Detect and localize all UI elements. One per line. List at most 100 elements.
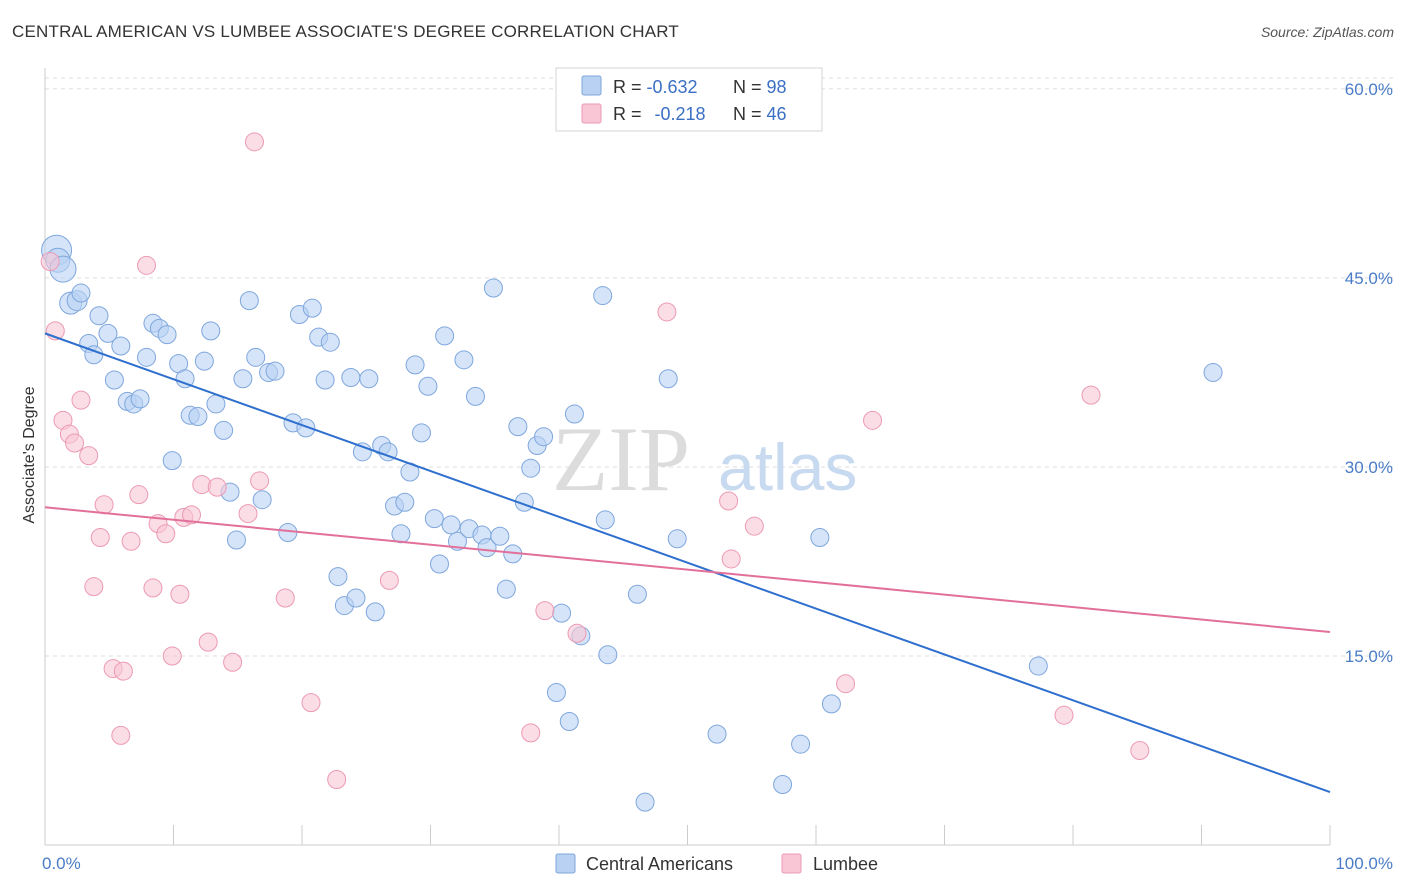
central-american-point (246, 347, 266, 367)
central-american-point (157, 325, 177, 345)
trend-line-lumbee (44, 506, 1331, 634)
lumbee-point (1130, 740, 1150, 760)
central-american-point (278, 522, 298, 542)
central-american-point (552, 603, 572, 623)
series-legend: Central Americans Lumbee (555, 853, 878, 874)
lumbee-point (327, 769, 347, 789)
legend-row-1: R = -0.632 N = 98 (613, 77, 787, 97)
central-american-point (521, 458, 541, 478)
legend-swatch-blue (581, 75, 602, 96)
axes (44, 68, 1331, 846)
central-american-point (598, 645, 618, 665)
central-american-point (412, 423, 432, 443)
central-american-point (188, 407, 208, 427)
x-tick-label: 0.0% (42, 854, 81, 873)
central-american-point (341, 367, 361, 387)
central-american-point (424, 509, 444, 529)
central-american-point (194, 351, 214, 371)
lumbee-point (721, 549, 741, 569)
central-american-point (359, 369, 379, 389)
lumbee-point (379, 570, 399, 590)
central-american-point (233, 369, 253, 389)
legend-swatch-central-americans (555, 853, 576, 874)
central-american-point (435, 326, 455, 346)
y-tick-label: 15.0% (1345, 647, 1393, 666)
lumbee-point (137, 255, 157, 275)
central-american-point (465, 386, 485, 406)
central-american-point (508, 417, 528, 437)
central-american-point (395, 492, 415, 512)
lumbee-point (1054, 705, 1074, 725)
lumbee-point (275, 588, 295, 608)
central-american-point (104, 370, 124, 390)
series-lumbee (40, 132, 1150, 789)
lumbee-point (250, 471, 270, 491)
central-american-point (1203, 362, 1223, 382)
lumbee-point (744, 516, 764, 536)
legend-swatch-pink (581, 103, 602, 124)
central-american-point (810, 528, 830, 548)
legend-swatch-lumbee (781, 853, 802, 874)
central-american-point (791, 734, 811, 754)
central-american-point (429, 554, 449, 574)
lumbee-point (863, 410, 883, 430)
central-american-point (71, 283, 91, 303)
lumbee-point (719, 491, 739, 511)
central-american-point (821, 694, 841, 714)
central-american-point (130, 389, 150, 409)
central-american-point (137, 347, 157, 367)
series-central-americans (41, 234, 1223, 812)
lumbee-point (521, 723, 541, 743)
y-axis-title: Associate's Degree (21, 386, 38, 523)
central-american-point (175, 369, 195, 389)
lumbee-point (129, 485, 149, 505)
central-american-point (201, 321, 221, 341)
lumbee-point (90, 528, 110, 548)
central-american-point (564, 404, 584, 424)
lumbee-point (238, 504, 258, 524)
chart-title: CENTRAL AMERICAN VS LUMBEE ASSOCIATE'S D… (12, 22, 680, 41)
central-american-point (111, 336, 131, 356)
y-tick-label: 30.0% (1345, 458, 1393, 477)
central-american-point (365, 602, 385, 622)
legend-r-label: R = (613, 104, 647, 124)
lumbee-point (836, 674, 856, 694)
lumbee-point (535, 601, 555, 621)
lumbee-point (657, 302, 677, 322)
central-american-point (302, 298, 322, 318)
legend-r-label: R = (613, 77, 647, 97)
y-tick-label: 45.0% (1345, 269, 1393, 288)
lumbee-point (156, 524, 176, 544)
legend-n-label: N = (733, 104, 767, 124)
central-american-point (239, 291, 259, 311)
central-american-point (98, 323, 118, 343)
x-tick-label: 100.0% (1335, 854, 1393, 873)
legend-n-value: 46 (767, 104, 787, 124)
y-tick-labels: 15.0% 30.0% 45.0% 60.0% (1345, 80, 1393, 666)
lumbee-point (94, 495, 114, 515)
y-tick-label: 60.0% (1345, 80, 1393, 99)
central-american-point (214, 420, 234, 440)
lumbee-point (121, 531, 141, 551)
central-american-point (477, 538, 497, 558)
central-american-point (320, 332, 340, 352)
central-american-point (1028, 656, 1048, 676)
central-american-point (162, 451, 182, 471)
lumbee-point (181, 505, 201, 525)
legend-label-central-americans: Central Americans (586, 854, 733, 874)
lumbee-point (65, 433, 85, 453)
gridlines (45, 77, 1393, 657)
lumbee-point (143, 578, 163, 598)
central-american-point (226, 530, 246, 550)
central-american-point (352, 442, 372, 462)
central-american-point (483, 278, 503, 298)
watermark-atlas: atlas (718, 430, 857, 504)
lumbee-point (223, 652, 243, 672)
central-american-point (391, 524, 411, 544)
source-label: Source: ZipAtlas.com (1260, 24, 1394, 40)
legend-label-lumbee: Lumbee (813, 854, 878, 874)
central-american-point (707, 724, 727, 744)
central-american-point (441, 515, 461, 535)
central-american-point (89, 306, 109, 326)
